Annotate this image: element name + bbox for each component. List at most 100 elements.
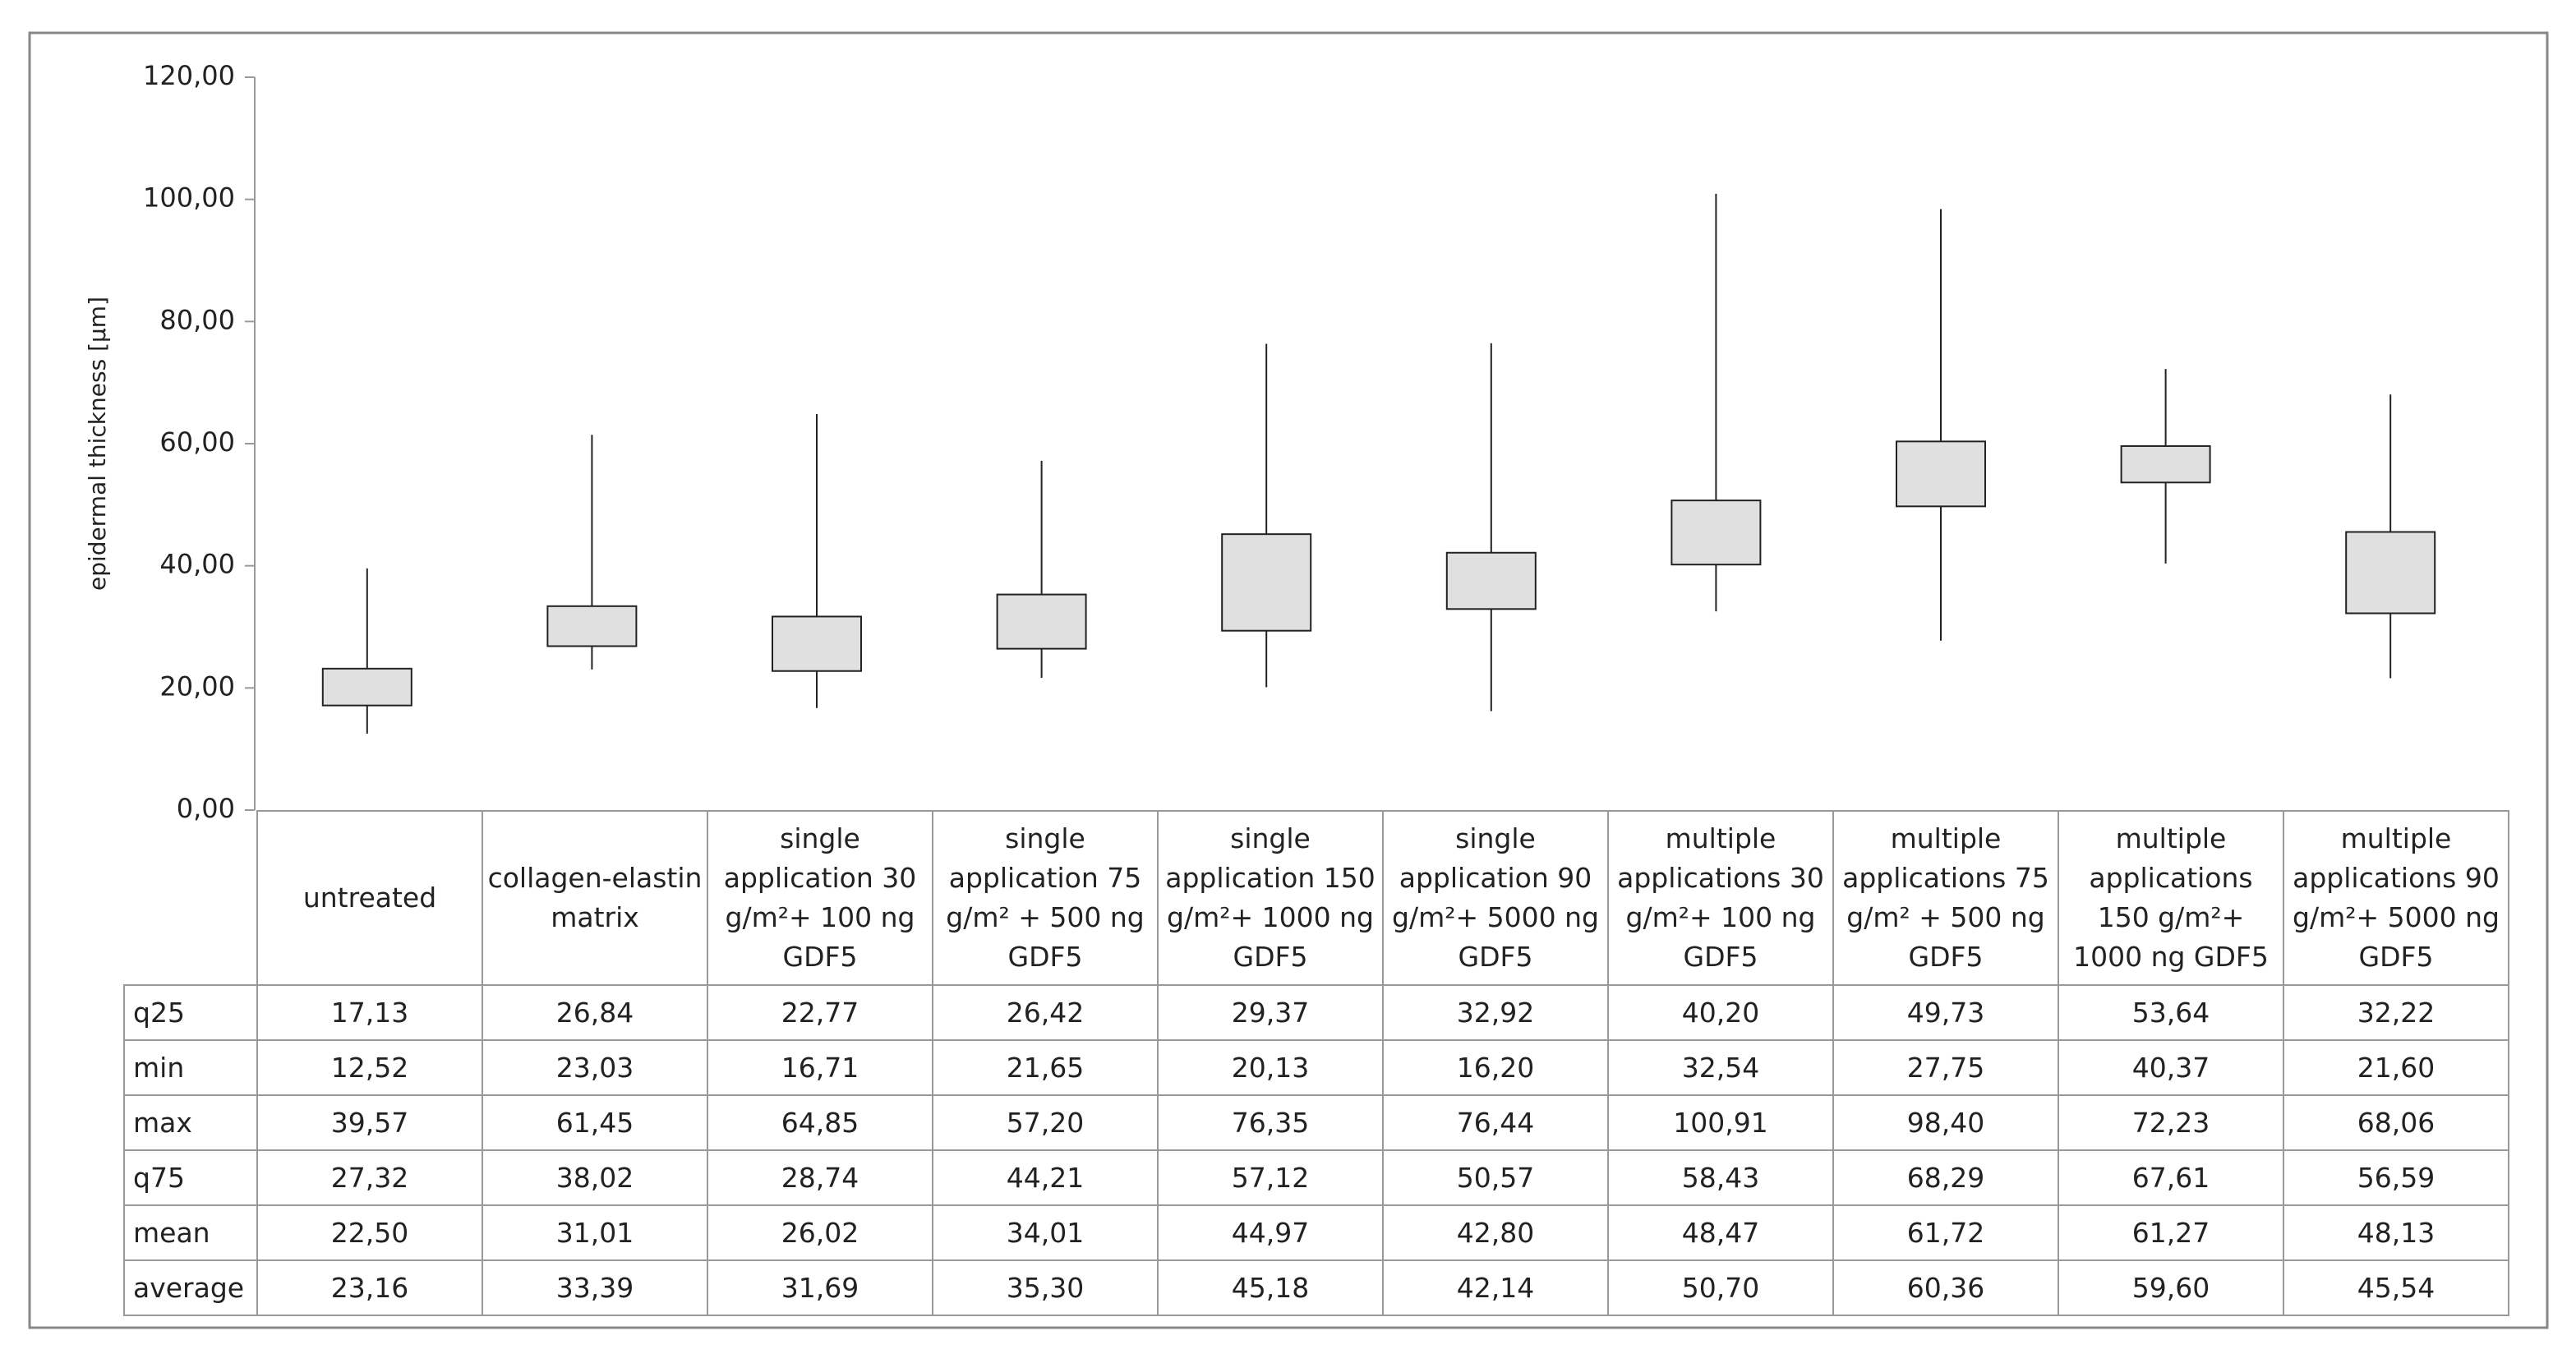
y-tick-label: 60,00 (159, 426, 235, 458)
box (1670, 500, 1762, 566)
cell: 12,52 (256, 1039, 483, 1096)
cell: 31,01 (482, 1204, 708, 1261)
cell: 76,35 (1157, 1094, 1384, 1151)
cell: 17,13 (256, 984, 483, 1041)
cell: 21,65 (932, 1039, 1159, 1096)
header-row: untreated collagen-elastin matrix single a… (124, 810, 2509, 986)
stat-row: q75 27,32 38,02 28,74 44,21 57,12 50,57 58,43 68… (123, 1149, 2509, 1206)
box (1896, 440, 1986, 508)
cell: 61,27 (2058, 1204, 2284, 1261)
box (321, 667, 412, 707)
cell: 61,45 (482, 1094, 708, 1151)
row-label: q75 (123, 1149, 258, 1206)
y-tick-label: 100,00 (143, 182, 235, 214)
row-label: min (123, 1039, 258, 1096)
category-label: single application 90 g/m²+ 5000 ng GDF5 (1382, 810, 1609, 986)
cell: 53,64 (2058, 984, 2284, 1041)
category-label: multiple applications 30 g/m²+ 100 ng GD… (1607, 810, 1834, 986)
cell: 50,57 (1382, 1149, 1609, 1206)
box (546, 605, 638, 647)
cell: 29,37 (1157, 984, 1384, 1041)
stat-row: mean 22,50 31,01 26,02 34,01 44,97 42,80 48,47 6… (123, 1204, 2509, 1261)
cell: 16,71 (707, 1039, 933, 1096)
cell: 23,03 (482, 1039, 708, 1096)
row-label: max (123, 1094, 258, 1151)
stat-row: q25 17,13 26,84 22,77 26,42 29,37 32,92 40,20 49… (123, 984, 2509, 1041)
cell: 35,30 (932, 1259, 1159, 1316)
y-tick-label: 80,00 (159, 304, 235, 335)
cell: 67,61 (2058, 1149, 2284, 1206)
cell: 28,74 (707, 1149, 933, 1206)
cell: 58,43 (1607, 1149, 1834, 1206)
cell: 44,21 (932, 1149, 1159, 1206)
y-tick-label: 20,00 (159, 670, 235, 702)
cell: 26,42 (932, 984, 1159, 1041)
category-label: multiple applications 150 g/m²+ 1000 ng … (2058, 810, 2284, 986)
box (1221, 533, 1312, 632)
cell: 32,92 (1382, 984, 1609, 1041)
stat-row: min 12,52 23,03 16,71 21,65 20,13 16,20 32,54 27… (123, 1039, 2509, 1096)
category-label: multiple applications 90 g/m²+ 5000 ng G… (2283, 810, 2509, 986)
cell: 50,70 (1607, 1259, 1834, 1316)
cell: 57,20 (932, 1094, 1159, 1151)
cell: 34,01 (932, 1204, 1159, 1261)
cell: 22,77 (707, 984, 933, 1041)
cell: 44,97 (1157, 1204, 1384, 1261)
cell: 42,80 (1382, 1204, 1609, 1261)
cell: 48,47 (1607, 1204, 1834, 1261)
cell: 20,13 (1157, 1039, 1384, 1096)
cell: 68,06 (2283, 1094, 2509, 1151)
cell: 42,14 (1382, 1259, 1609, 1316)
stat-row: max 39,57 61,45 64,85 57,20 76,35 76,44 100,91 9… (123, 1094, 2509, 1151)
y-tick-label: 120,00 (143, 60, 235, 91)
box (2345, 531, 2436, 615)
cell: 61,72 (1832, 1204, 2059, 1261)
category-label: single application 30 g/m²+ 100 ng GDF5 (707, 810, 933, 986)
cell: 56,59 (2283, 1149, 2509, 1206)
row-label: mean (123, 1204, 258, 1261)
frame (28, 31, 2549, 1329)
cell: 59,60 (2058, 1259, 2284, 1316)
box (1445, 551, 1537, 610)
cell: 60,36 (1832, 1259, 2059, 1316)
cell: 76,44 (1382, 1094, 1609, 1151)
data-table: untreated collagen-elastin matrix single a… (123, 810, 2509, 1316)
y-tick-label: 40,00 (159, 549, 235, 580)
cell: 49,73 (1832, 984, 2059, 1041)
cell: 32,54 (1607, 1039, 1834, 1096)
cell: 98,40 (1832, 1094, 2059, 1151)
cell: 72,23 (2058, 1094, 2284, 1151)
box (772, 615, 862, 672)
category-label: single application 75 g/m² + 500 ng GDF5 (932, 810, 1159, 986)
category-label: multiple applications 75 g/m² + 500 ng G… (1832, 810, 2059, 986)
cell: 31,69 (707, 1259, 933, 1316)
cell: 39,57 (256, 1094, 483, 1151)
cell: 21,60 (2283, 1039, 2509, 1096)
cell: 33,39 (482, 1259, 708, 1316)
cell: 68,29 (1832, 1149, 2059, 1206)
y-axis-label: epidermal thickness [µm] (84, 297, 111, 591)
cell: 26,84 (482, 984, 708, 1041)
cell: 38,02 (482, 1149, 708, 1206)
row-label: average (123, 1259, 258, 1316)
cell: 26,02 (707, 1204, 933, 1261)
cell: 16,20 (1382, 1039, 1609, 1096)
cell: 40,20 (1607, 984, 1834, 1041)
cell: 22,50 (256, 1204, 483, 1261)
cell: 100,91 (1607, 1094, 1834, 1151)
box (2120, 444, 2211, 484)
category-label: collagen-elastin matrix (482, 810, 708, 986)
cell: 45,54 (2283, 1259, 2509, 1316)
box (996, 593, 1087, 650)
category-label: single application 150 g/m²+ 1000 ng GDF… (1157, 810, 1384, 986)
cell: 57,12 (1157, 1149, 1384, 1206)
cell: 40,37 (2058, 1039, 2284, 1096)
cell: 27,32 (256, 1149, 483, 1206)
cell: 32,22 (2283, 984, 2509, 1041)
cell: 48,13 (2283, 1204, 2509, 1261)
cell: 45,18 (1157, 1259, 1384, 1316)
row-label: q25 (123, 984, 258, 1041)
empty-cell (124, 811, 258, 986)
